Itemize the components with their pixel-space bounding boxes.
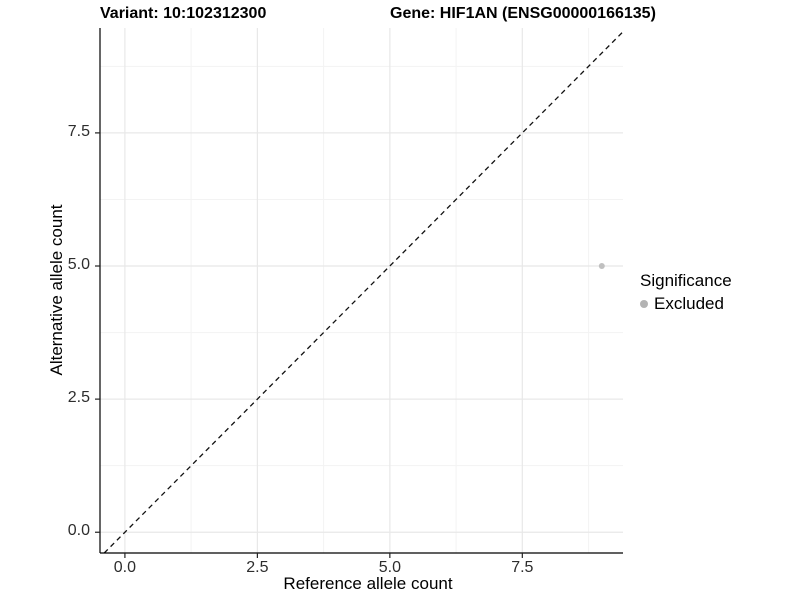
y-tick-label: 2.5 [67,389,90,407]
legend-item-label: Excluded [654,294,724,313]
legend-title: Significance [640,271,732,290]
excluded-point-icon [640,300,648,308]
y-axis-title: Alternative allele count [47,204,66,376]
legend: Significance Excluded [640,271,732,314]
legend-item-excluded: Excluded [640,294,732,314]
x-tick-label: 0.0 [113,559,137,576]
y-tick-label: 5.0 [67,256,90,273]
x-tick-label: 5.0 [378,559,401,576]
variant-title: Variant: 10:102312300 [100,5,267,22]
identity-reference-line [103,31,624,554]
x-axis-title: Reference allele count [283,574,453,593]
gene-title: Gene: HIF1AN (ENSG00000166135) [390,5,656,22]
x-tick-label: 2.5 [246,559,269,576]
y-tick-label: 7.5 [67,122,90,140]
y-tick-label: 0.0 [67,522,90,540]
x-tick-label: 7.5 [511,559,534,576]
data-point [598,263,605,270]
